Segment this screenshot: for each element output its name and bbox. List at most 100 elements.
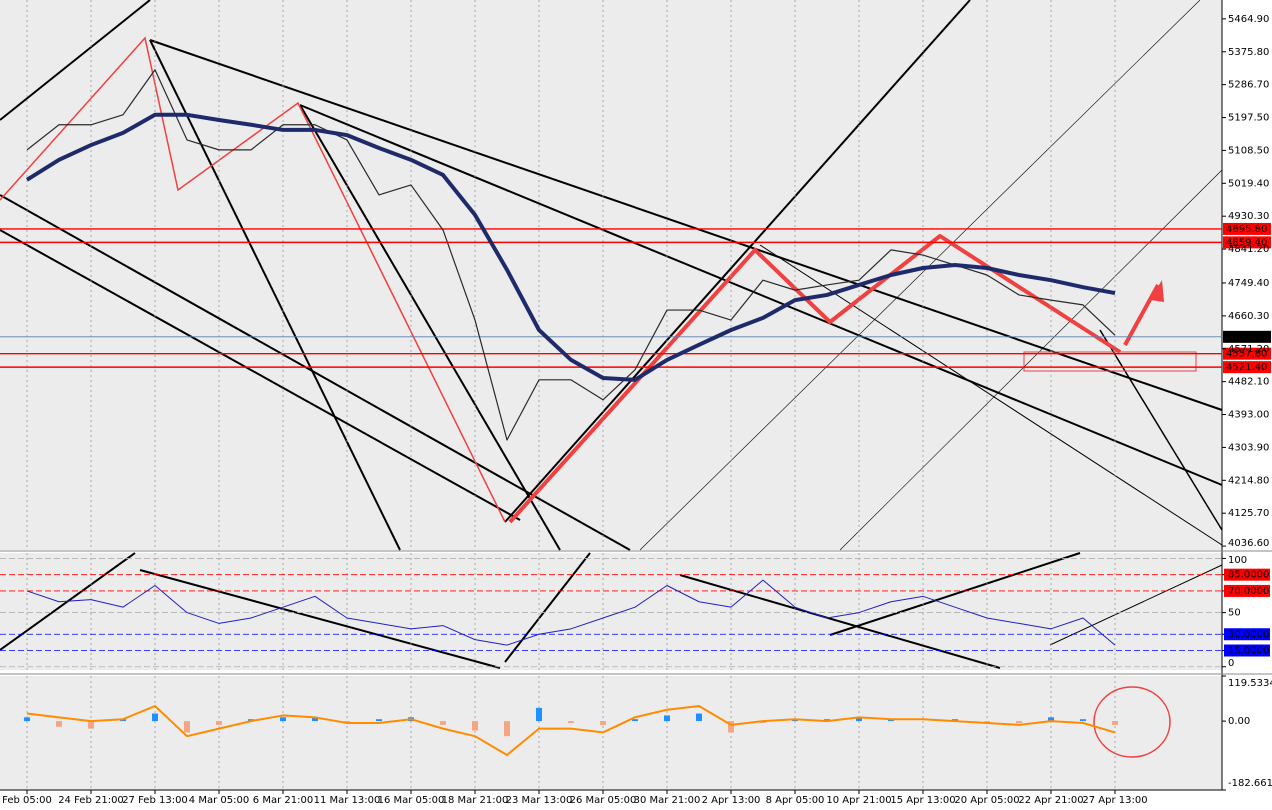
x-tick-label: 11 Mar 13:00 — [314, 795, 381, 806]
x-tick-label: 23 Mar 13:00 — [506, 795, 573, 806]
y-tick-label: 100 — [1228, 555, 1247, 566]
overlay: 4895.80 4859.40 4603.49 4557.80 4521.40 — [1223, 222, 1271, 374]
x-tick-label: 27 Feb 13:00 — [122, 795, 188, 806]
y-tick-label: 4930.30 — [1228, 211, 1269, 222]
tick-label-box — [1224, 584, 1270, 597]
x-tick-label: 15 Apr 13:00 — [890, 795, 955, 806]
y-tick-label: 5108.50 — [1228, 145, 1269, 156]
trend-line — [679, 574, 1001, 669]
arrow-up — [1123, 284, 1160, 346]
y-tick-label: 4482.10 — [1228, 377, 1269, 388]
y-tick-label: 5375.80 — [1228, 47, 1269, 58]
trend-line — [829, 552, 1081, 636]
y-tick-label: 85.0000 — [1228, 570, 1269, 581]
trend-line — [139, 569, 501, 669]
histogram-bar — [728, 721, 734, 733]
histogram-bar — [440, 721, 446, 725]
y-tick-label: 4303.90 — [1228, 442, 1269, 453]
histogram-bar — [568, 721, 574, 723]
trend-line — [839, 169, 1223, 551]
x-tick-label: 24 Feb 21:00 — [58, 795, 124, 806]
histogram-bar — [504, 721, 510, 737]
trend-line — [149, 39, 401, 551]
x-tick-label: 6 Mar 21:00 — [253, 795, 313, 806]
y-tick-label: 30.0000 — [1228, 629, 1269, 640]
x-tick-label: 20 Apr 05:00 — [954, 795, 1019, 806]
oscillator-panel — [0, 553, 1222, 670]
histogram-bar — [472, 721, 478, 731]
level-label: 4895.80 — [1226, 224, 1267, 235]
y-tick-label: 5197.50 — [1228, 113, 1269, 124]
y-tick-label: 4571.20 — [1228, 344, 1269, 355]
y-tick-label: 50 — [1228, 608, 1241, 619]
y-tick-label: 70.0000 — [1228, 586, 1269, 597]
level-label-box — [1223, 330, 1271, 343]
x-tick-label: 30 Mar 21:00 — [634, 795, 701, 806]
histogram-bar — [216, 721, 222, 725]
y-tick-label: 119.5334 — [1228, 678, 1272, 689]
histogram-bar — [56, 721, 62, 727]
level-label-box — [1223, 236, 1271, 249]
y-tick-label: 0 — [1228, 658, 1234, 669]
y-tick-label: 5464.90 — [1228, 14, 1269, 25]
x-tick-label: 18 Mar 21:00 — [442, 795, 509, 806]
histogram-bar — [696, 713, 702, 722]
series-line — [26, 579, 1116, 646]
histogram-bar — [184, 721, 190, 733]
x-tick-label: 16 Mar 05:00 — [378, 795, 445, 806]
tick-label-box — [1224, 644, 1270, 657]
arrow-path — [508, 234, 1122, 524]
level-label: 4521.40 — [1226, 362, 1267, 373]
histogram-bar — [536, 707, 542, 722]
y-tick-label: 0.00 — [1228, 716, 1250, 727]
histogram-bar — [600, 721, 606, 725]
level-label-box — [1223, 222, 1271, 235]
trend-line — [1099, 329, 1223, 531]
histogram-bar — [312, 717, 318, 722]
panel-marks — [24, 676, 1118, 790]
x-tick-label: 22 Apr 21:00 — [1018, 795, 1083, 806]
trend-line — [299, 104, 1223, 486]
histogram-bar — [24, 717, 30, 722]
trend-line — [504, 0, 971, 523]
trend-line — [1049, 564, 1223, 646]
histogram-bar — [856, 717, 862, 722]
level-label-box — [1223, 347, 1271, 360]
level-label: 4859.40 — [1226, 237, 1267, 248]
trend-line — [299, 104, 561, 551]
support-box — [1023, 351, 1197, 372]
x-tick-label: 8 Apr 05:00 — [766, 795, 825, 806]
trend-lines — [0, 0, 1223, 669]
trend-line — [759, 244, 1223, 546]
x-tick-label: 27 Apr 13:00 — [1082, 795, 1147, 806]
panel-marks — [0, 0, 1222, 550]
trend-line — [149, 39, 1223, 411]
tick-label-box — [1224, 568, 1270, 581]
trend-line — [504, 552, 591, 663]
main-panel — [0, 0, 1222, 550]
y-tick-label: 4214.80 — [1228, 475, 1269, 486]
trend-line — [639, 0, 1201, 551]
x-tick-label: 26 Mar 05:00 — [570, 795, 637, 806]
tick-label-box — [1224, 628, 1270, 641]
series-line — [26, 69, 1116, 441]
histogram-bar — [88, 721, 94, 729]
y-tick-label: -182.6615 — [1228, 778, 1272, 789]
level-label-box — [1223, 361, 1271, 374]
y-tick-label: 5286.70 — [1228, 80, 1269, 91]
highlight-circle — [1093, 686, 1171, 758]
level-label: 4557.80 — [1226, 349, 1267, 360]
series-line — [25, 112, 1116, 382]
histogram-bar — [376, 719, 382, 722]
histogram-bar — [1048, 717, 1054, 722]
histogram-bar — [280, 717, 286, 722]
panel-marks — [0, 553, 1222, 670]
level-label: 4603.49 — [1226, 332, 1267, 343]
y-tick-label: 4393.00 — [1228, 410, 1269, 421]
histogram-bar — [152, 713, 158, 722]
histogram-bar — [1016, 721, 1022, 723]
x-tick-label: Feb 05:00 — [2, 795, 52, 806]
histogram-bar — [664, 715, 670, 722]
y-tick-label: 15.0000 — [1228, 646, 1269, 657]
